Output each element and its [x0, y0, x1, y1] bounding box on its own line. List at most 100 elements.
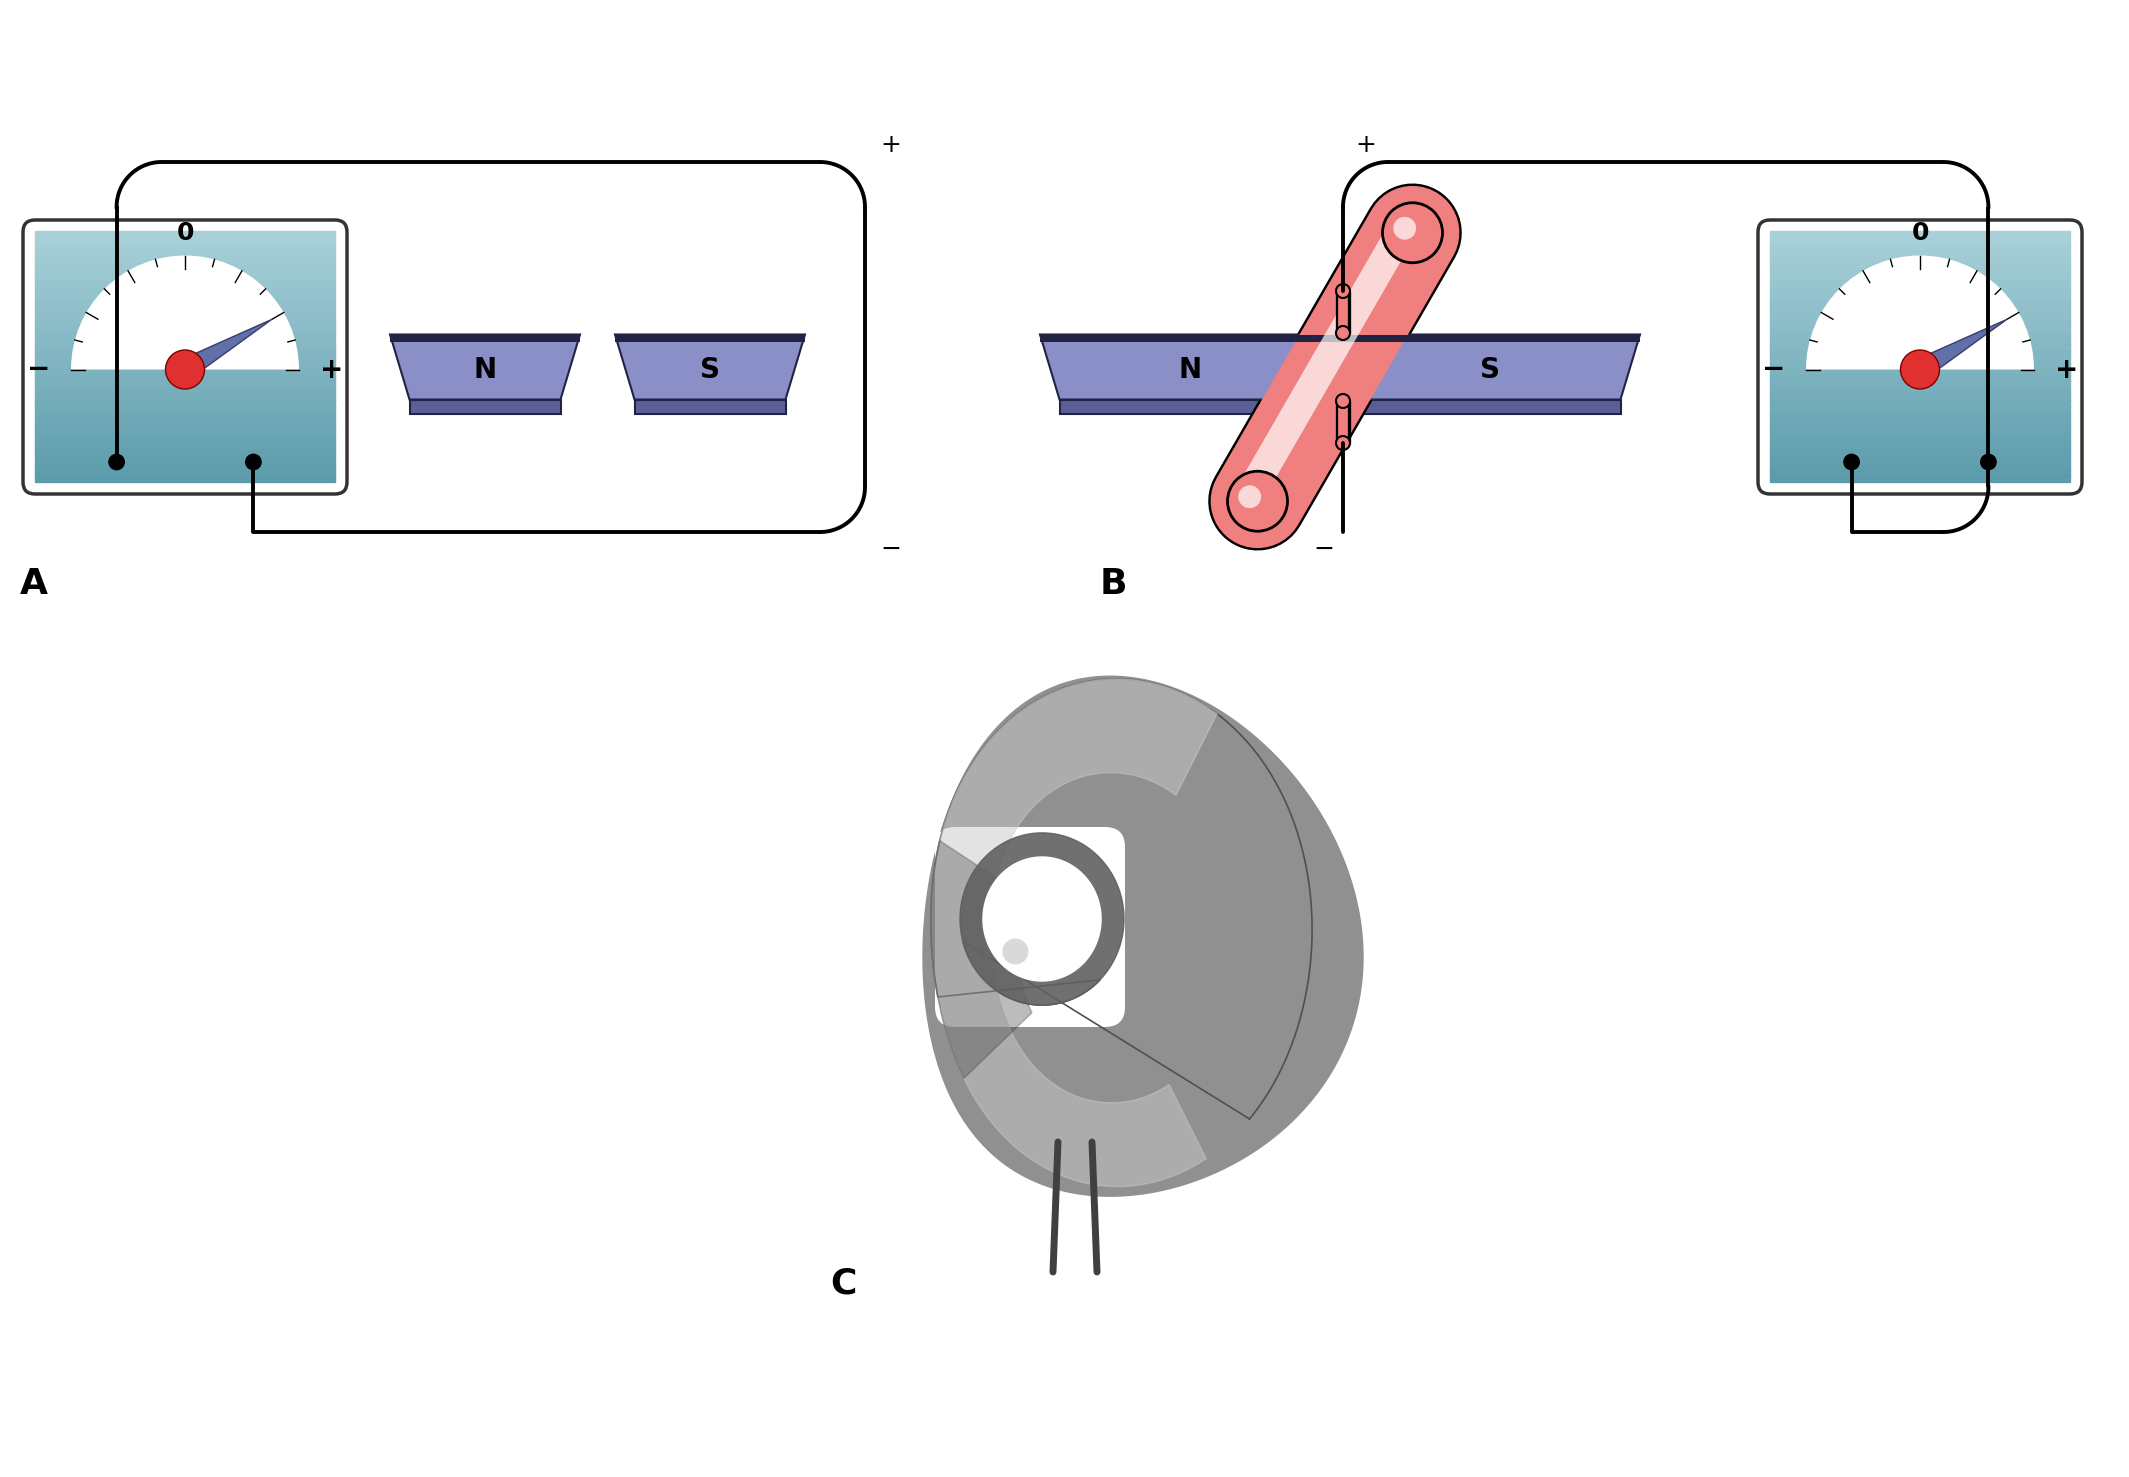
Bar: [34, 462, 334, 470]
Bar: [1769, 381, 2069, 388]
Circle shape: [245, 453, 262, 470]
Polygon shape: [409, 399, 560, 414]
Bar: [34, 250, 334, 257]
Text: +: +: [879, 133, 901, 157]
Bar: [1769, 394, 2069, 400]
Circle shape: [1337, 394, 1350, 408]
Polygon shape: [390, 334, 579, 399]
Bar: [34, 331, 334, 338]
Polygon shape: [390, 334, 579, 343]
Bar: [1769, 263, 2069, 269]
Bar: [34, 263, 334, 269]
Bar: [1769, 450, 2069, 456]
Circle shape: [1980, 453, 1997, 470]
Bar: [1769, 319, 2069, 326]
Bar: [1769, 425, 2069, 431]
Bar: [34, 431, 334, 439]
Bar: [34, 470, 334, 476]
Circle shape: [1003, 938, 1028, 964]
Bar: [1769, 282, 2069, 288]
Bar: [1769, 406, 2069, 414]
Circle shape: [1901, 350, 1940, 388]
Bar: [34, 232, 334, 238]
Bar: [1769, 419, 2069, 425]
Bar: [34, 369, 334, 375]
Polygon shape: [179, 319, 273, 378]
Bar: [34, 363, 334, 369]
Bar: [1769, 244, 2069, 251]
Bar: [1769, 238, 2069, 245]
Bar: [34, 257, 334, 263]
Bar: [34, 425, 334, 431]
Bar: [1769, 437, 2069, 445]
Circle shape: [1228, 471, 1288, 532]
Bar: [1769, 369, 2069, 375]
Circle shape: [1844, 453, 1861, 470]
Circle shape: [1337, 326, 1350, 340]
Bar: [1769, 257, 2069, 263]
Bar: [1769, 288, 2069, 294]
Bar: [1769, 462, 2069, 470]
Bar: [1769, 250, 2069, 257]
Polygon shape: [1060, 399, 1620, 414]
Bar: [34, 437, 334, 445]
Polygon shape: [1039, 334, 1639, 399]
Bar: [1769, 470, 2069, 476]
Bar: [34, 350, 334, 357]
Bar: [1769, 294, 2069, 301]
Polygon shape: [615, 334, 805, 343]
Text: N: N: [473, 356, 496, 384]
Bar: [34, 450, 334, 456]
Bar: [1769, 456, 2069, 464]
Bar: [1769, 400, 2069, 408]
Bar: [1769, 232, 2069, 238]
Text: +: +: [1354, 133, 1375, 157]
Bar: [1769, 338, 2069, 344]
Text: N: N: [1179, 356, 1201, 384]
Polygon shape: [930, 840, 1033, 1078]
Polygon shape: [930, 679, 1311, 1120]
Polygon shape: [924, 676, 1363, 1196]
Bar: [34, 325, 334, 332]
Text: 0: 0: [1912, 222, 1929, 245]
Circle shape: [1337, 284, 1350, 298]
Text: −: −: [1763, 356, 1784, 384]
Bar: [1769, 269, 2069, 276]
FancyBboxPatch shape: [21, 219, 347, 495]
Bar: [1769, 356, 2069, 363]
Text: +: +: [319, 356, 343, 384]
Circle shape: [1382, 202, 1443, 263]
Bar: [1769, 375, 2069, 383]
FancyBboxPatch shape: [1756, 219, 2082, 495]
Polygon shape: [984, 857, 1101, 981]
Bar: [34, 269, 334, 276]
Text: S: S: [700, 356, 720, 384]
Polygon shape: [930, 679, 1218, 1186]
Bar: [34, 275, 334, 282]
Circle shape: [109, 453, 126, 470]
Bar: [1769, 275, 2069, 282]
Bar: [34, 319, 334, 326]
FancyBboxPatch shape: [935, 827, 1124, 1027]
Bar: [1769, 350, 2069, 357]
Bar: [1769, 388, 2069, 394]
Bar: [34, 344, 334, 350]
Bar: [1769, 300, 2069, 307]
Bar: [34, 244, 334, 251]
Bar: [34, 412, 334, 419]
Bar: [34, 238, 334, 245]
Bar: [1769, 431, 2069, 439]
Polygon shape: [960, 833, 1124, 1004]
Bar: [34, 476, 334, 482]
Circle shape: [1239, 486, 1260, 508]
Bar: [34, 394, 334, 400]
Bar: [1769, 363, 2069, 369]
Text: −: −: [28, 356, 49, 384]
Bar: [34, 400, 334, 408]
Bar: [34, 419, 334, 425]
Circle shape: [1337, 436, 1350, 450]
Bar: [1769, 476, 2069, 482]
Text: −: −: [1314, 538, 1335, 561]
Bar: [1769, 445, 2069, 450]
Bar: [1769, 313, 2069, 319]
